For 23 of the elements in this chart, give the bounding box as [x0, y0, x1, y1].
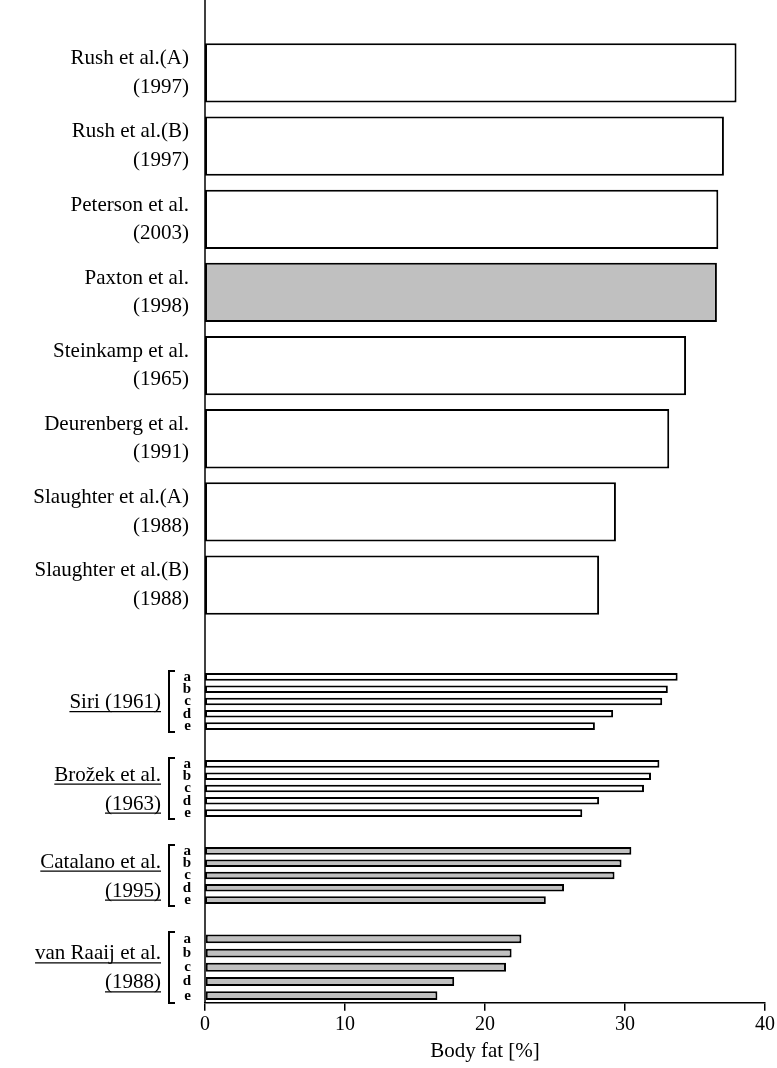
y-tick-label: a	[183, 929, 192, 946]
text: Siri (1961)	[69, 689, 162, 713]
text: Brožek et al. (1963)	[54, 761, 161, 815]
y-tick-label: Deurenberg et al. (1991)	[44, 411, 189, 464]
x-tick-label: 20	[475, 1012, 495, 1035]
y-tick-label: c	[184, 958, 192, 975]
x-tick-label: 40	[755, 1012, 775, 1035]
y-tick-label: d	[182, 972, 192, 989]
y-tick-label: Rush et al.(B) (1997)	[71, 118, 190, 171]
y-tick-label: Slaughter et al.(B) (1988)	[34, 557, 189, 610]
text: Catalano et al. (1995)	[40, 848, 161, 902]
x-axis-title: Body fat [%]	[430, 1037, 540, 1062]
x-tick-label: 0	[200, 1012, 210, 1035]
y-tick-label: Paxton et al. (1998)	[84, 264, 189, 318]
y-tick-label: b	[182, 943, 191, 960]
text: van Raaij et al. (1988)	[35, 940, 161, 994]
y-tick-label: Steinkamp et al. (1965)	[53, 337, 189, 391]
y-tick-label: Peterson et al. (2003)	[70, 191, 189, 244]
y-tick-label: Rush et al.(A) (1997)	[70, 45, 189, 98]
x-tick-label: 30	[615, 1012, 635, 1035]
y-tick-label: e	[184, 986, 192, 1003]
x-tick-label: 10	[335, 1012, 355, 1035]
y-tick-label: Slaughter et al.(A) (1988)	[33, 484, 189, 537]
